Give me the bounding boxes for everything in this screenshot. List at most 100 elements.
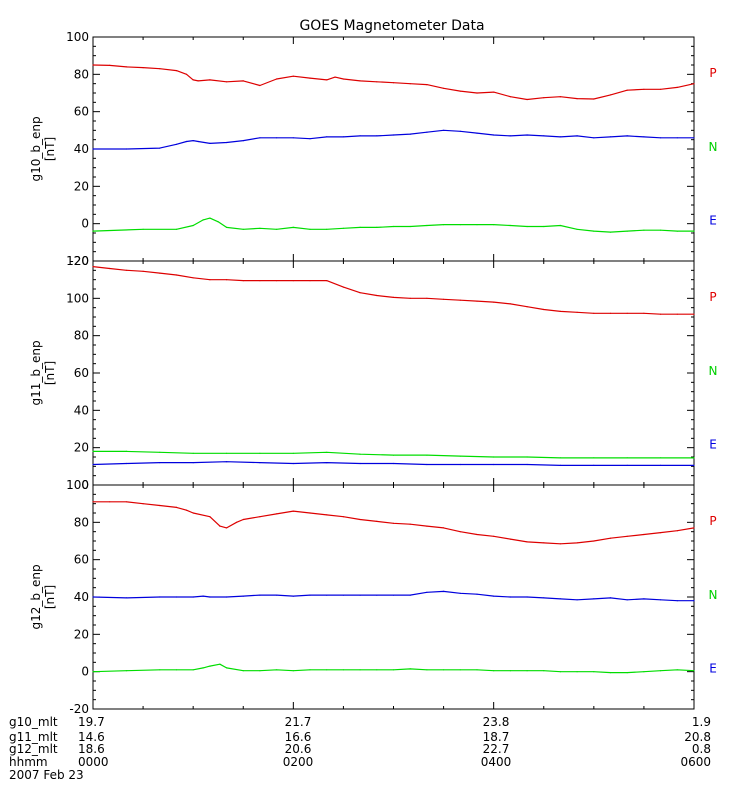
data-point-e	[443, 669, 445, 671]
y-tick-label: 60	[74, 366, 89, 380]
data-point-p	[660, 313, 662, 315]
footer-row-value: 20.6	[285, 742, 312, 756]
data-point-n	[92, 148, 94, 150]
data-point-p	[159, 68, 161, 70]
y-tick-label: 100	[66, 478, 89, 492]
data-point-p	[92, 501, 94, 503]
data-point-p	[226, 527, 228, 529]
data-point-e	[660, 229, 662, 231]
data-point-e	[209, 665, 211, 667]
data-point-n	[326, 594, 328, 596]
data-point-n	[192, 596, 194, 598]
data-point-p	[376, 294, 378, 297]
data-point-n	[392, 594, 395, 596]
data-point-n	[609, 136, 612, 138]
data-point-p	[109, 64, 111, 66]
data-point-p	[259, 84, 261, 87]
data-point-p	[92, 64, 94, 66]
data-point-p	[209, 279, 211, 281]
data-point-e	[219, 663, 221, 665]
data-point-p	[292, 510, 294, 512]
data-point-e	[676, 230, 678, 232]
data-point-p	[226, 81, 228, 83]
data-point-e	[292, 462, 294, 465]
footer-row-value: 0.8	[692, 742, 711, 756]
y-tick-label: 80	[74, 515, 89, 529]
data-point-p	[185, 73, 188, 75]
data-point-p	[125, 501, 127, 503]
data-point-n	[609, 597, 612, 599]
data-point-p	[276, 78, 278, 80]
footer-row-value: 0000	[78, 755, 109, 769]
data-point-e	[276, 228, 278, 230]
data-point-p	[593, 98, 595, 100]
data-point-p	[125, 66, 127, 68]
data-point-n	[292, 452, 294, 454]
data-point-n	[359, 135, 361, 137]
footer-date: 2007 Feb 23	[9, 768, 84, 782]
data-point-p	[175, 274, 178, 276]
data-point-p	[242, 80, 244, 82]
data-point-n	[626, 599, 628, 601]
legend-entry-n: N	[709, 140, 718, 154]
data-point-n	[259, 137, 261, 139]
data-point-n	[543, 597, 545, 599]
data-point-e	[159, 462, 161, 464]
data-point-n	[593, 137, 595, 139]
data-point-e	[543, 670, 545, 672]
data-point-p	[342, 286, 344, 288]
panel-frame	[92, 260, 695, 486]
data-point-e	[202, 667, 204, 669]
data-point-n	[559, 598, 562, 600]
data-point-n	[459, 592, 461, 594]
data-point-p	[559, 310, 562, 312]
data-point-e	[459, 463, 461, 466]
legend-entry-n: N	[709, 588, 718, 602]
y-axis-unit: [nT]	[43, 137, 57, 161]
data-point-p	[259, 516, 261, 518]
data-point-e	[426, 463, 428, 466]
data-point-p	[359, 292, 361, 294]
data-point-e	[426, 669, 428, 671]
data-point-n	[426, 131, 428, 133]
data-point-e	[192, 669, 194, 671]
data-point-p	[226, 279, 228, 281]
data-point-p	[409, 523, 411, 525]
y-tick-label: 40	[74, 590, 89, 604]
data-point-n	[292, 137, 294, 139]
data-point-n	[226, 141, 228, 144]
data-point-p	[559, 543, 562, 545]
y-tick-label: 100	[66, 291, 89, 305]
data-point-n	[392, 454, 395, 456]
data-point-e	[676, 669, 678, 671]
data-point-p	[392, 522, 395, 524]
data-point-e	[292, 670, 294, 672]
data-point-n	[202, 595, 204, 597]
data-point-p	[359, 80, 361, 82]
data-point-p	[92, 266, 94, 268]
data-point-p	[609, 94, 612, 96]
data-point-p	[643, 533, 645, 536]
data-point-n	[543, 135, 545, 137]
data-point-n	[125, 450, 127, 452]
data-point-p	[476, 300, 478, 302]
data-point-n	[376, 135, 378, 137]
data-point-p	[593, 540, 595, 542]
data-point-p	[309, 77, 311, 79]
data-point-n	[376, 594, 378, 596]
data-point-p	[242, 280, 244, 282]
footer-row-value: 1.9	[692, 715, 711, 729]
data-point-p	[326, 79, 328, 81]
data-point-p	[276, 280, 278, 282]
data-point-e	[392, 669, 395, 671]
legend-entry-p: P	[709, 514, 716, 528]
data-point-e	[493, 670, 495, 672]
series-line-p	[92, 266, 694, 315]
data-point-p	[142, 67, 144, 69]
data-point-e	[509, 224, 511, 227]
footer-row-value: 23.8	[483, 715, 510, 729]
y-axis-label: g10_b_enp	[29, 116, 43, 181]
footer-row-label: g10_mlt	[9, 715, 58, 729]
data-point-e	[209, 217, 211, 219]
